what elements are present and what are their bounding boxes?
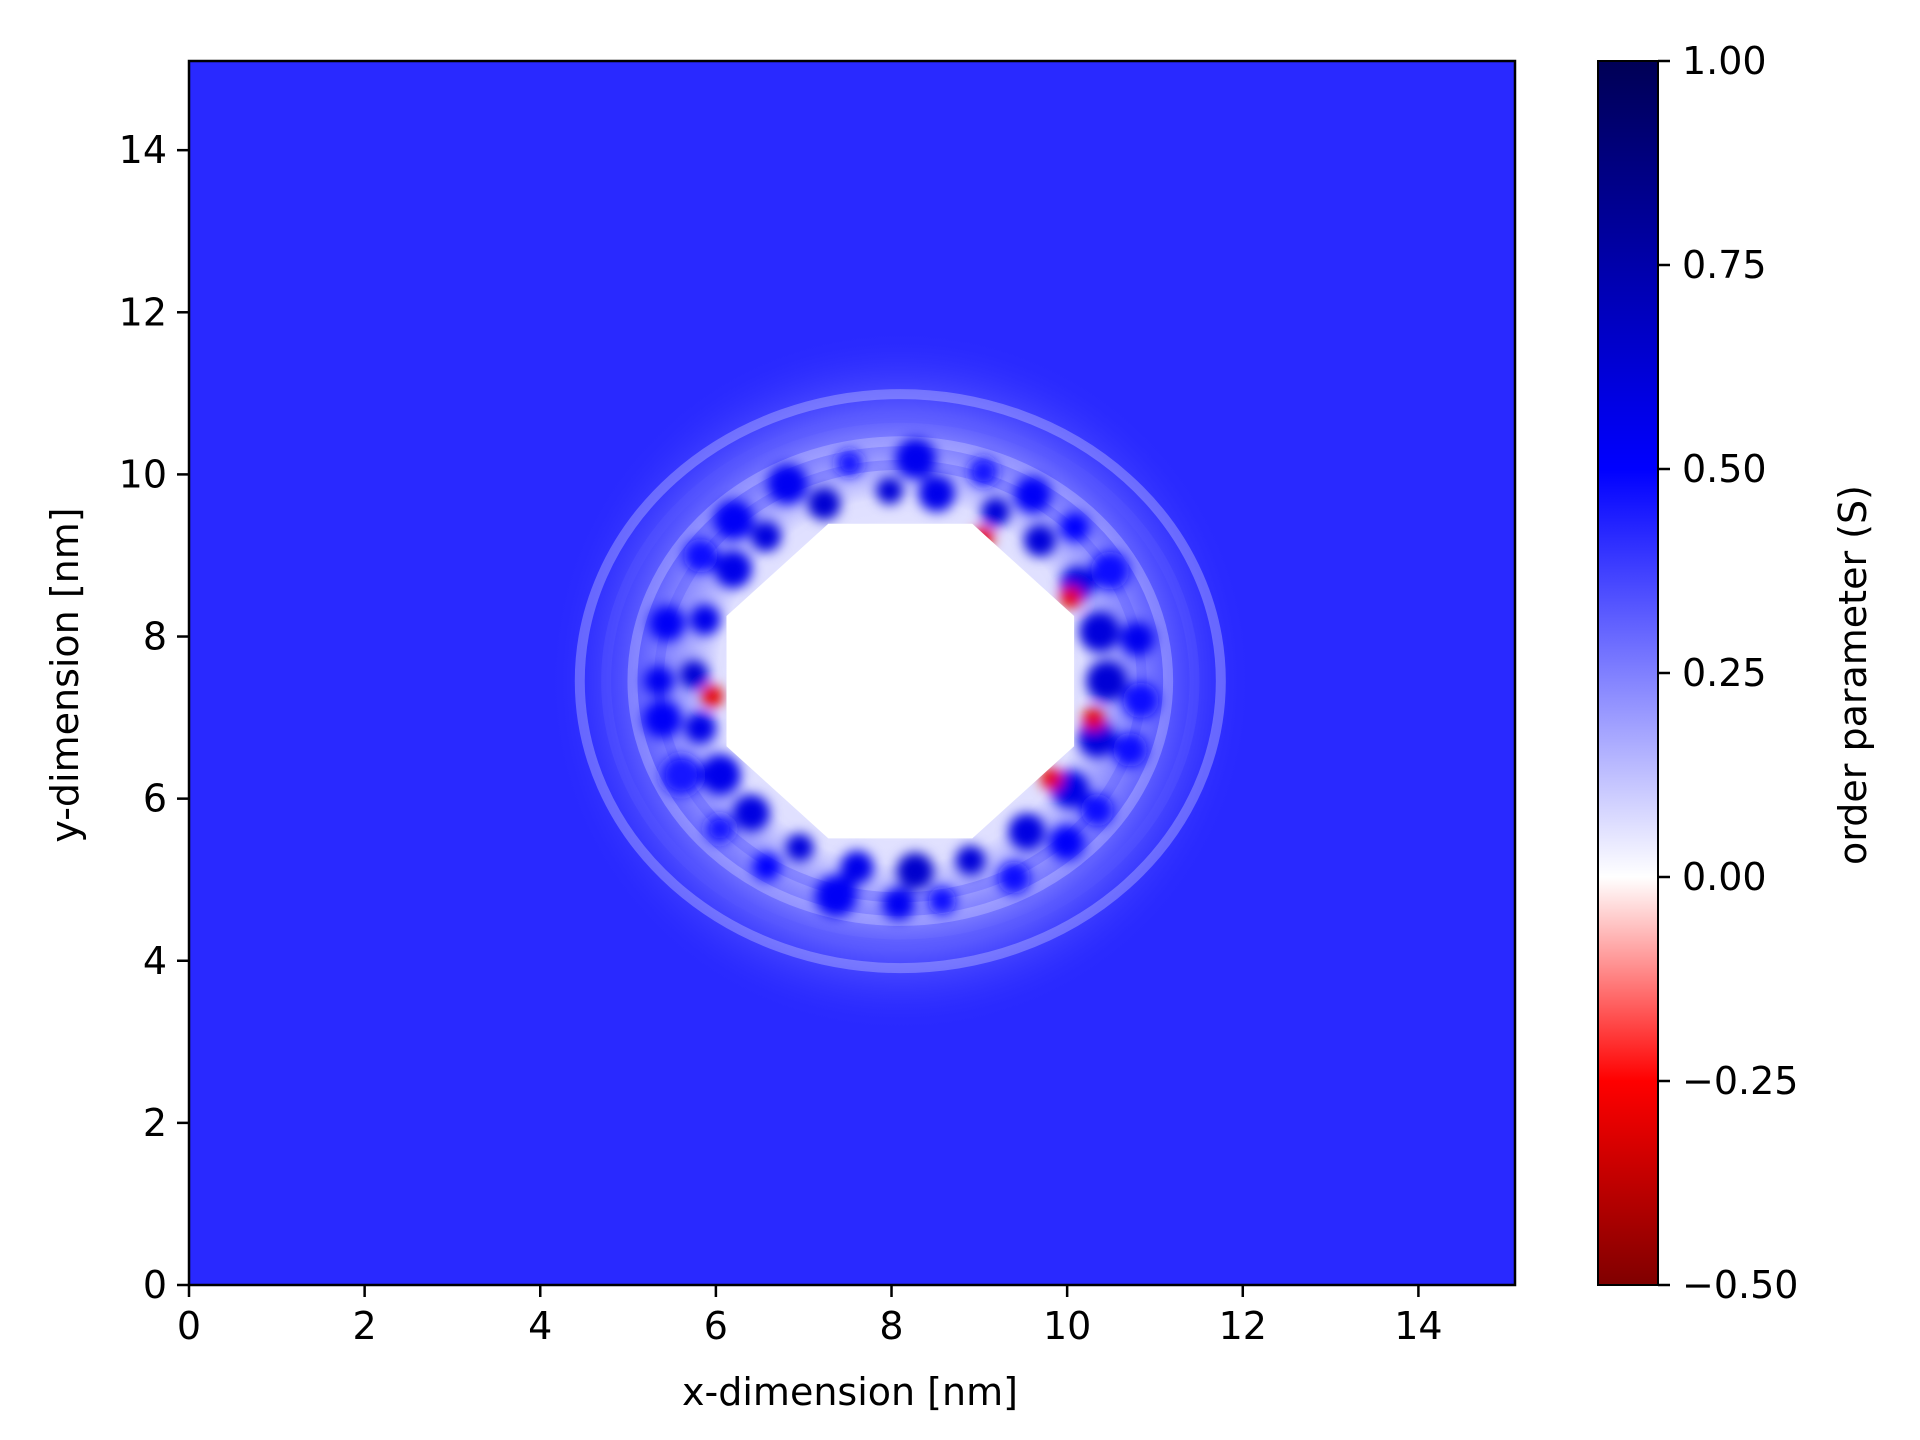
interface-ring xyxy=(574,389,1226,974)
colorbar: −0.50 −0.25 0.00 0.25 0.50 0.75 1.00 order par… xyxy=(1597,39,1875,1307)
interface-blob xyxy=(807,487,841,521)
x-tick-label: 8 xyxy=(879,1304,903,1348)
interface-blob xyxy=(689,604,721,636)
colorbar-tick-label: −0.50 xyxy=(1682,1263,1798,1307)
y-axis: 0 2 4 6 8 10 12 14 xyxy=(119,128,189,1307)
y-tick-label: 8 xyxy=(143,615,167,659)
interface-blob xyxy=(683,538,718,573)
plot-area xyxy=(189,61,1515,1285)
y-tick-label: 4 xyxy=(143,939,167,983)
interface-blob xyxy=(1112,732,1148,767)
colorbar-tick-label: 0.50 xyxy=(1682,447,1767,491)
colorbar-label: order parameter (S) xyxy=(1831,485,1875,865)
colorbar-scale xyxy=(1597,60,1659,1286)
interface-blob xyxy=(1081,794,1114,827)
negative-patch xyxy=(1040,767,1063,790)
y-tick-label: 6 xyxy=(143,777,167,821)
x-tick-label: 6 xyxy=(704,1304,728,1348)
interface-blob xyxy=(955,845,986,876)
y-tick-label: 10 xyxy=(119,452,167,496)
interface-blob xyxy=(836,450,863,477)
y-tick-label: 14 xyxy=(119,128,167,172)
interface-blob xyxy=(643,665,674,696)
colorbar-tick-label: −0.25 xyxy=(1682,1059,1798,1103)
x-tick-label: 14 xyxy=(1394,1304,1442,1348)
interface-blob xyxy=(1090,551,1130,590)
interface-blob xyxy=(895,438,937,480)
interface-ring xyxy=(601,412,1200,950)
x-axis-label: x-dimension [nm] xyxy=(682,1370,1018,1414)
interface-blob xyxy=(918,475,955,512)
interface-blob xyxy=(981,497,1010,527)
negative-patch xyxy=(1059,586,1082,609)
interface-blob xyxy=(997,861,1031,894)
interface-blob xyxy=(643,699,682,739)
x-tick-label: 2 xyxy=(353,1304,377,1348)
colorbar-tick-label: 0.00 xyxy=(1682,855,1767,899)
negative-patch xyxy=(1082,708,1105,731)
interface-blob xyxy=(713,499,754,540)
interface-blob xyxy=(882,887,915,921)
interface-blob xyxy=(815,874,857,917)
colorbar-ticks: −0.50 −0.25 0.00 0.25 0.50 0.75 1.00 xyxy=(1658,39,1798,1307)
interface-blob xyxy=(876,477,904,505)
interface-blob xyxy=(1014,476,1052,514)
interface-blob xyxy=(649,605,685,642)
plot-frame xyxy=(187,59,1517,1287)
colorbar-tick-label: 1.00 xyxy=(1682,39,1767,83)
masked-region xyxy=(726,523,1075,839)
interface-blob xyxy=(684,712,716,744)
interface-blob xyxy=(700,754,741,795)
interface-blob xyxy=(896,852,934,890)
interface-blob xyxy=(752,852,781,881)
interface-blob xyxy=(1023,524,1056,557)
x-tick-label: 12 xyxy=(1219,1304,1267,1348)
interface-blob xyxy=(750,521,782,552)
y-tick-label: 2 xyxy=(143,1101,167,1145)
x-axis: 0 2 4 6 8 10 12 14 xyxy=(177,1285,1443,1348)
y-tick-label: 0 xyxy=(143,1263,167,1307)
interface-blob xyxy=(1008,813,1046,851)
colorbar-tick-label: 0.25 xyxy=(1682,651,1767,695)
y-axis-label: y-dimension [nm] xyxy=(43,507,87,842)
interface-blob xyxy=(785,833,814,862)
interface-blob xyxy=(1078,719,1116,758)
interface-blob xyxy=(840,850,874,885)
interface-blob xyxy=(1122,682,1159,719)
interface-blob xyxy=(705,815,734,844)
interface-blob xyxy=(1120,621,1155,656)
interface-ring xyxy=(627,436,1174,926)
y-tick-label: 12 xyxy=(119,290,167,334)
negative-patch xyxy=(701,685,724,708)
interface-blob xyxy=(767,463,808,505)
interface-blob xyxy=(928,886,957,915)
interface-blob xyxy=(661,754,702,796)
interface-blob xyxy=(1086,660,1128,702)
colorbar-tick-label: 0.75 xyxy=(1682,243,1767,287)
interface-blob xyxy=(969,457,999,487)
x-tick-label: 4 xyxy=(528,1304,552,1348)
x-tick-label: 10 xyxy=(1043,1304,1091,1348)
interface-blob xyxy=(732,794,770,832)
interface-blob xyxy=(1060,512,1090,542)
interface-blob xyxy=(1079,611,1120,652)
interface-blob xyxy=(679,660,709,689)
interface-blobs xyxy=(643,438,1159,921)
interface-blob xyxy=(714,550,753,589)
x-tick-label: 0 xyxy=(177,1304,201,1348)
interface-blob xyxy=(1049,824,1085,861)
